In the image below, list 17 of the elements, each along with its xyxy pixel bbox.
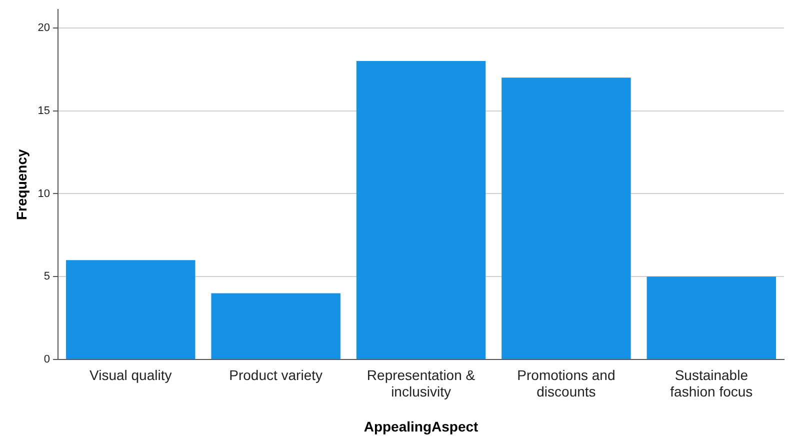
y-tick-label: 10 xyxy=(38,188,50,200)
bar xyxy=(66,260,196,360)
x-tick-label: Representation & inclusivity xyxy=(366,366,476,400)
y-tick-label: 20 xyxy=(38,22,50,34)
x-tick-label: Product variety xyxy=(229,366,323,383)
x-tick-label: Visual quality xyxy=(90,366,172,383)
bar xyxy=(502,78,631,360)
x-axis-title: AppealingAspect xyxy=(364,418,479,434)
y-tick-label: 5 xyxy=(44,270,50,283)
y-tick-label: 15 xyxy=(38,104,50,117)
y-axis-title: Frequency xyxy=(13,148,30,220)
x-tick-label: Promotions and discounts xyxy=(517,366,616,400)
bar xyxy=(211,293,340,360)
bar xyxy=(646,276,776,360)
y-tick-label: 0 xyxy=(44,354,50,366)
x-tick-label: Sustainable fashion focus xyxy=(670,366,753,400)
bar xyxy=(356,61,486,360)
